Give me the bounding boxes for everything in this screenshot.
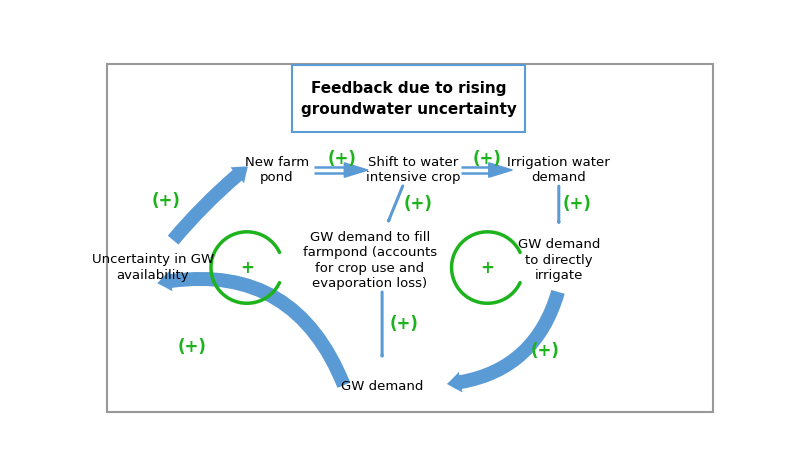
Text: Irrigation water
demand: Irrigation water demand [507,156,610,184]
Polygon shape [344,163,368,177]
Text: Feedback due to rising
groundwater uncertainty: Feedback due to rising groundwater uncer… [301,81,516,117]
FancyArrowPatch shape [168,166,248,245]
Text: (+): (+) [152,192,181,210]
Text: (+): (+) [327,150,356,168]
Text: Shift to water
intensive crop: Shift to water intensive crop [366,156,460,184]
Text: (+): (+) [404,195,433,212]
Text: +: + [240,258,254,277]
Text: (+): (+) [530,341,559,360]
Text: (+): (+) [390,315,418,333]
Text: GW demand: GW demand [341,380,423,393]
Text: GW demand
to directly
irrigate: GW demand to directly irrigate [518,238,600,282]
Text: +: + [481,258,494,277]
Text: (+): (+) [178,338,206,356]
Text: GW demand to fill
farmpond (accounts
for crop use and
evaporation loss): GW demand to fill farmpond (accounts for… [302,231,437,290]
Text: New farm
pond: New farm pond [245,156,309,184]
FancyBboxPatch shape [292,65,525,132]
FancyArrowPatch shape [447,290,565,393]
FancyBboxPatch shape [107,63,713,412]
FancyArrowPatch shape [158,271,350,388]
Text: (+): (+) [563,196,592,213]
Text: (+): (+) [473,150,502,168]
Polygon shape [489,163,512,177]
Text: Uncertainty in GW
availability: Uncertainty in GW availability [92,253,214,282]
